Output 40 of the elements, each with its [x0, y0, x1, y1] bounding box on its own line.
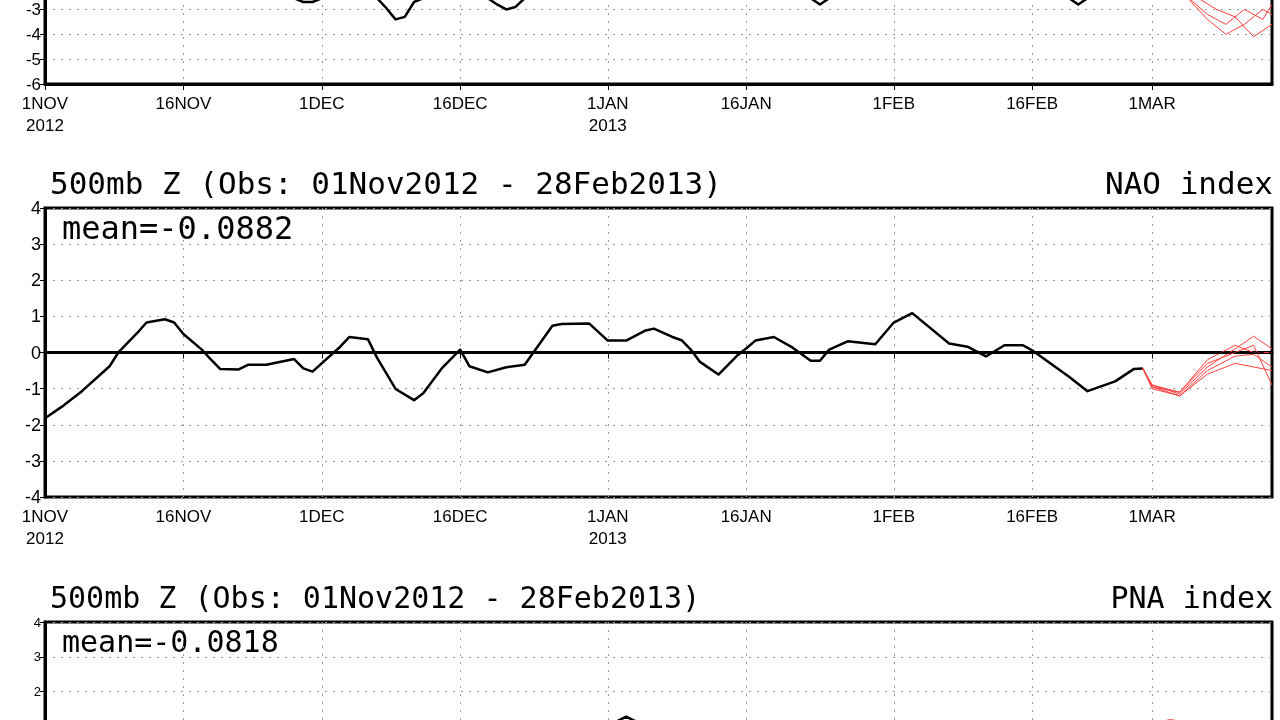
x-tick-label: 16DEC [432, 506, 488, 526]
chart-title: 500mb Z (Obs: 01Nov2012 - 28Feb2013) [50, 579, 701, 615]
y-tick-label: 3 [30, 234, 41, 255]
y-tick-label: -3 [24, 450, 41, 471]
y-tick-label: -3 [25, 0, 41, 19]
y-tick-label: 4 [33, 614, 41, 630]
x-tick-label: 1JAN 2013 [586, 93, 629, 135]
y-tick-label: 4 [30, 198, 41, 218]
annotation: mean=-0.0818 [62, 623, 279, 659]
y-tick-label: 3 [33, 649, 41, 665]
y-tick-label: 1 [30, 306, 41, 327]
y-tick-label: 2 [30, 270, 41, 291]
x-tick-label: 16FEB [1006, 506, 1059, 526]
x-tick-label: 1DEC [299, 93, 345, 113]
y-tick-label: -2 [24, 414, 41, 435]
chart-title: 500mb Z (Obs: 01Nov2012 - 28Feb2013) [50, 164, 722, 201]
x-tick-label: 16DEC [432, 93, 488, 113]
x-tick-label: 16FEB [1006, 93, 1059, 113]
y-tick-label: 2 [33, 684, 41, 700]
x-tick-label: 16JAN [720, 506, 772, 526]
chart-subtitle: NAO index [1105, 164, 1274, 201]
y-tick-label: 0 [30, 342, 41, 363]
x-tick-label: 1DEC [299, 506, 345, 526]
chart-subtitle: PNA index [1110, 579, 1274, 615]
x-tick-label: 16NOV [155, 93, 212, 113]
x-tick-label: 1NOV 2012 [21, 93, 69, 135]
y-tick-label: -5 [25, 49, 41, 69]
x-tick-label: 1FEB [872, 506, 916, 526]
y-tick-label: -6 [25, 74, 41, 94]
y-tick-label: -4 [25, 24, 41, 44]
x-tick-label: 16NOV [155, 506, 212, 526]
x-tick-label: 1MAR [1128, 93, 1176, 113]
x-tick-label: 1FEB [872, 93, 916, 113]
x-tick-label: 16JAN [720, 93, 772, 113]
annotation: mean=-0.0882 [62, 209, 294, 247]
x-tick-label: 1NOV 2012 [21, 506, 69, 548]
x-tick-label: 1JAN 2013 [586, 506, 629, 548]
x-tick-label: 1MAR [1128, 506, 1176, 526]
y-tick-label: -4 [24, 487, 41, 507]
y-tick-label: -1 [24, 378, 41, 399]
